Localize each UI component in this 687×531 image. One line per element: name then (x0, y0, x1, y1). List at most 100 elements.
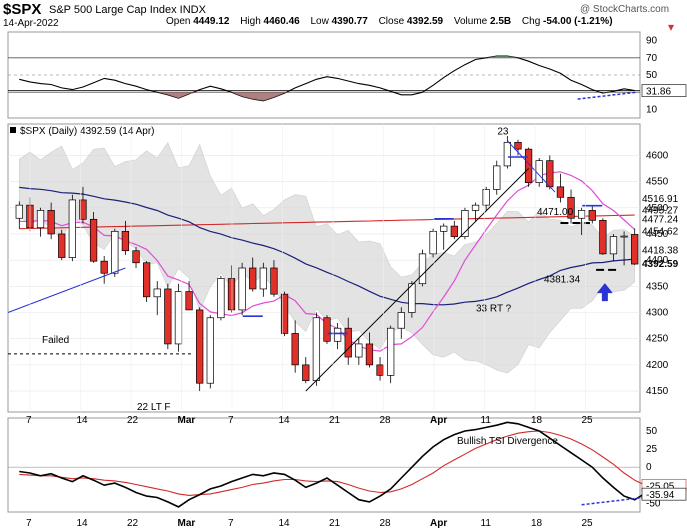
candle-body (503, 141, 512, 167)
candle-body (312, 317, 321, 381)
candle-body (47, 210, 55, 235)
candle-body (355, 343, 363, 358)
candle-body (100, 260, 108, 274)
candle-body (15, 204, 23, 219)
price-x-tick: 7 (228, 415, 234, 426)
tsi-value: -35.94 (646, 490, 675, 501)
price-x-tick: 21 (329, 415, 341, 426)
oversold-fill (231, 92, 296, 101)
price-value-label: 4516.91 (642, 194, 679, 205)
price-x-tick: Apr (430, 415, 447, 426)
tsi-x-tick: 7 (26, 518, 32, 529)
rally-trendline (305, 168, 529, 392)
price-x-tick: 18 (531, 415, 543, 426)
tsi-x-tick: 14 (77, 518, 89, 529)
open-value: 4449.12 (193, 16, 230, 27)
annotation-rt: 33 RT ? (476, 303, 512, 314)
old-trendline (7, 267, 126, 313)
indicator-line (19, 55, 635, 102)
candle-body (132, 250, 140, 264)
price-value-label: 4477.24 (642, 215, 679, 226)
price-x-tick: 7 (26, 415, 32, 426)
candle-body (461, 210, 469, 237)
candle-body (556, 186, 565, 198)
candle-body (599, 219, 607, 255)
price-y-tick: 4300 (646, 308, 669, 319)
price-envelope-band (19, 141, 635, 374)
price-y-tick: 4350 (646, 281, 669, 292)
candle-body (524, 148, 533, 183)
price-x-tick: 28 (380, 415, 392, 426)
close-icon[interactable]: ▾ (668, 20, 675, 34)
candle-body (631, 234, 639, 265)
open-label: Open (166, 16, 191, 27)
price-y-tick: 4200 (646, 360, 669, 371)
tsi-x-tick: 11 (481, 518, 492, 529)
watermark: @ StockCharts.com (580, 4, 670, 15)
tsi-y-tick: 0 (646, 462, 652, 473)
panel-frame-1 (7, 31, 641, 119)
volume-label: Volume (453, 16, 488, 27)
candle-body (142, 262, 151, 298)
tsi-x-tick: Apr (430, 518, 447, 529)
tsi-y-tick: 50 (646, 426, 658, 437)
indicator-y-tick: 70 (646, 53, 658, 64)
ma-slow-line (19, 214, 635, 230)
candle-body (408, 283, 416, 313)
chg-label: Chg (521, 16, 541, 27)
candle-body (36, 210, 45, 229)
tsi-value-box (641, 487, 687, 501)
high-value: 4460.46 (263, 16, 300, 27)
indicator-last-box (641, 84, 687, 97)
candle-body (482, 189, 490, 206)
candle-body (238, 267, 246, 311)
candle-body (588, 210, 596, 221)
candle-body (418, 253, 427, 285)
quote-line: Open 4449.12 High 4460.46 Low 4390.77 Cl… (166, 16, 613, 27)
price-y-tick: 4550 (646, 177, 669, 188)
candle-body (227, 278, 236, 311)
tsi-signal-value: -25.05 (646, 481, 675, 492)
tsi-divergence-line (581, 496, 644, 506)
close-label: Close (378, 16, 405, 27)
close-value: 4392.59 (406, 16, 444, 27)
candle-body (365, 343, 374, 366)
candle-body (280, 293, 289, 334)
candle-body (440, 225, 448, 232)
security-name: S&P 500 Large Cap Index INDX (49, 4, 206, 16)
price-value-label: 4392.59 (642, 259, 679, 270)
panel-frame-3 (7, 417, 641, 513)
low-label: Low (310, 16, 329, 27)
candle-body (153, 288, 161, 298)
tsi-x-tick: 28 (380, 518, 392, 529)
price-x-tick: 14 (77, 415, 89, 426)
price-y-tick: 4250 (646, 334, 669, 345)
candle-body (164, 288, 172, 345)
tsi-x-tick: 22 (127, 518, 139, 529)
candle-body (450, 225, 458, 237)
resistance-trendline (507, 140, 556, 193)
price-x-tick: 22 (127, 415, 139, 426)
oversold-fill (602, 92, 635, 94)
legend-swatch (10, 127, 16, 133)
price-y-tick: 4150 (646, 386, 669, 397)
candle-body (323, 317, 331, 342)
oversold-fill (157, 92, 211, 99)
indicator-last-value: 31.86 (646, 87, 671, 98)
candle-body (493, 165, 501, 190)
candle-body (206, 317, 214, 384)
candle-body (609, 236, 618, 255)
annotation-level-high: 4471.00 (537, 207, 574, 218)
candle-body (174, 291, 183, 345)
tsi-annotation: Bullish TSI Divergence (457, 436, 558, 447)
overbought-fill (443, 56, 529, 58)
tsi-x-tick: 21 (329, 518, 341, 529)
candle-body (387, 327, 395, 376)
tsi-line (19, 421, 646, 508)
tsi-y-tick: -50 (646, 498, 661, 509)
tsi-x-tick: 18 (531, 518, 543, 529)
candle-body (620, 235, 628, 238)
candle-body (514, 141, 522, 150)
indicator-y-tick: 50 (646, 70, 658, 81)
